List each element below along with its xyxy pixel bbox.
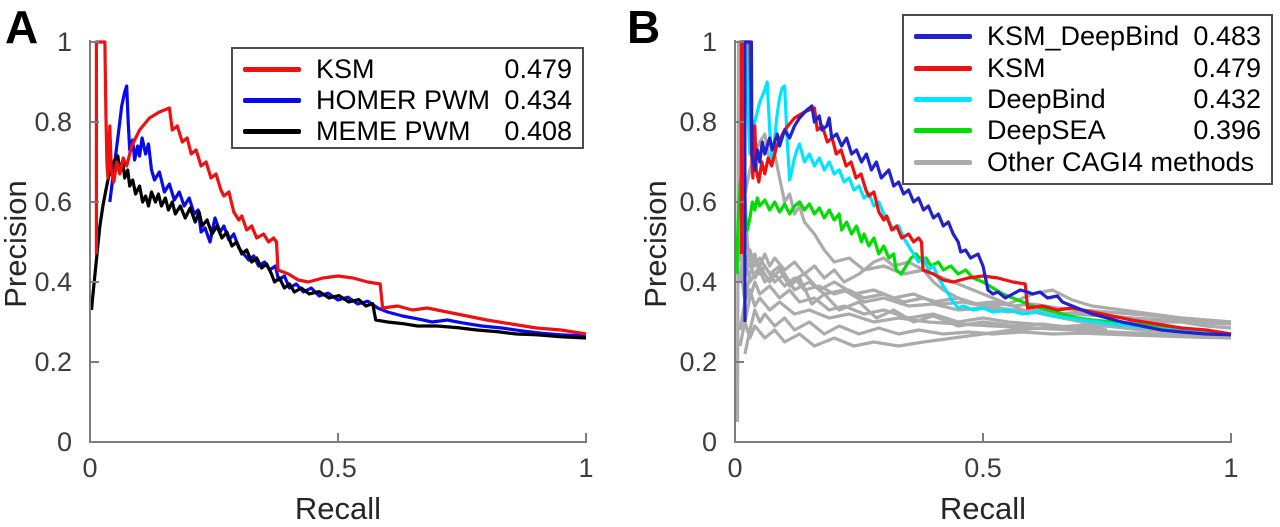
legend-label: MEME PWM	[316, 116, 471, 146]
legend-line-sample	[243, 67, 301, 72]
legend-label: HOMER PWM	[316, 85, 490, 115]
y-tick-label: 0.6	[679, 187, 717, 217]
curve-cagi4-method-8	[738, 320, 1232, 348]
y-tick-label: 0.2	[34, 347, 72, 377]
legend-a: KSM 0.479 HOMER PWM 0.434 MEME PWM 0.408	[231, 47, 584, 149]
legend-line-sample	[914, 128, 972, 134]
legend-value: 0.479	[1193, 52, 1261, 83]
legend-item-ksm: KSM 0.479	[914, 53, 1261, 84]
legend-value: 0.396	[1193, 115, 1261, 146]
x-axis-label-a: Recall	[294, 491, 382, 526]
y-tick-label: 0.8	[34, 107, 72, 137]
legend-value: 0.483	[1193, 21, 1261, 52]
x-tick-label: 0.5	[319, 453, 357, 483]
legend-label: Other CAGI4 methods	[987, 146, 1255, 177]
y-tick-label: 0	[56, 427, 72, 457]
legend-label: KSM_DeepBind	[987, 21, 1180, 52]
y-tick-label: 0.4	[679, 267, 717, 297]
x-tick-label: 0.5	[964, 453, 1002, 483]
legend-item-ksm: KSM 0.479	[243, 54, 572, 85]
legend-line-sample	[243, 98, 301, 103]
legend-label: KSM	[987, 52, 1046, 83]
legend-value: 0.432	[1193, 83, 1261, 114]
y-tick-label: 0.2	[679, 347, 717, 377]
curve-cagi4-method-5	[743, 308, 1232, 355]
plot-area-a	[89, 40, 587, 443]
x-tick-label: 1	[1223, 453, 1239, 483]
y-tick-label: 0	[701, 427, 717, 457]
curve-ksm	[739, 40, 1232, 336]
curve-cagi4-method-7	[743, 280, 1108, 332]
curve-meme-pwm	[89, 154, 587, 340]
x-tick-label: 1	[578, 453, 594, 483]
x-tick-label: 0	[82, 453, 98, 483]
legend-item-other-cagi4-methods: Other CAGI4 methods	[914, 147, 1261, 178]
panel-b-label: B	[627, 1, 661, 53]
curve-homer-pwm	[108, 84, 587, 338]
x-axis-label-b: Recall	[939, 491, 1027, 526]
x-tick-label: 0	[727, 453, 743, 483]
legend-line-sample	[243, 129, 301, 134]
legend-item-deepsea: DeepSEA 0.396	[914, 115, 1261, 146]
y-tick-label: 0.6	[34, 187, 72, 217]
curve-cagi4-method-3	[738, 132, 1232, 337]
legend-value: 0.479	[504, 54, 572, 84]
legend-item-homer-pwm: HOMER PWM 0.434	[243, 85, 572, 116]
curve-ksm	[94, 40, 587, 336]
legend-line-sample	[914, 65, 972, 71]
panel-a-label: A	[5, 1, 39, 53]
legend-item-deepbind: DeepBind 0.432	[914, 84, 1261, 115]
curve-cagi4-method-6	[738, 256, 1232, 324]
plot-area-b	[734, 40, 1232, 443]
legend-line-sample	[914, 34, 972, 40]
legend-item-meme-pwm: MEME PWM 0.408	[243, 116, 572, 147]
y-axis-label-a: Precision	[0, 180, 33, 308]
legend-b: KSM_DeepBind 0.483 KSM 0.479 DeepBind 0.…	[902, 14, 1273, 185]
curve-cagi4-method-10	[743, 257, 1232, 336]
legend-label: DeepBind	[987, 83, 1106, 114]
y-axis-label-b: Precision	[638, 180, 673, 308]
curve-deepsea	[735, 176, 1232, 336]
legend-value: 0.434	[504, 85, 572, 115]
legend-label: DeepSEA	[987, 115, 1106, 146]
legend-label: KSM	[316, 54, 375, 84]
legend-line-sample	[914, 96, 972, 102]
y-tick-label: 1	[56, 27, 72, 57]
y-tick-label: 0.8	[679, 107, 717, 137]
y-tick-label: 0.4	[34, 267, 72, 297]
legend-item-ksm-deepbind: KSM_DeepBind 0.483	[914, 21, 1261, 52]
curve-ksm-deepbind	[743, 40, 1232, 337]
legend-line-sample	[914, 159, 972, 165]
legend-value: 0.408	[504, 116, 572, 146]
y-tick-label: 1	[701, 27, 717, 57]
